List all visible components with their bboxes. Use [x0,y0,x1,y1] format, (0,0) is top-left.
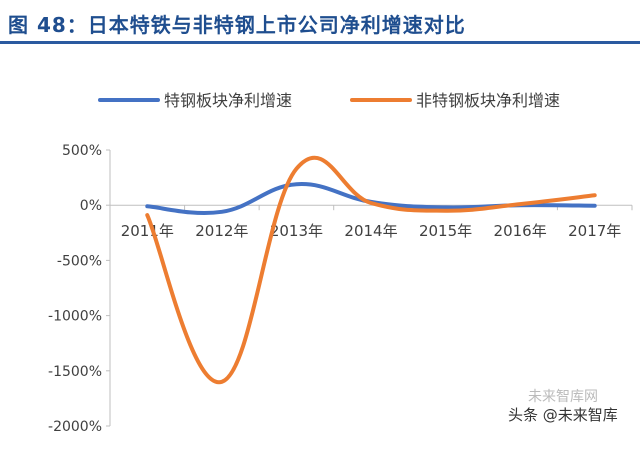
watermark-author: 头条 @未来智库 [508,406,618,424]
y-tick-label: 0% [80,198,102,214]
y-tick-label: -2000% [48,419,102,435]
x-tick-label: 2017年 [568,222,621,240]
legend-label-2: 非特钢板块净利增速 [416,91,560,110]
x-tick-label: 2012年 [195,222,248,240]
series-line-1 [145,182,597,216]
y-tick-label: 500% [62,143,102,159]
y-tick-label: -1500% [48,364,102,380]
x-tick-label: 2016年 [494,222,547,240]
x-tick-label: 2014年 [344,222,397,240]
page-title: 图 48：日本特铁与非特钢上市公司净利增速对比 [8,13,466,37]
series-line-2 [145,155,597,384]
watermark-site: 未来智库网 [528,389,598,405]
chart-legend: 特钢板块净利增速 非特钢板块净利增速 [98,91,560,110]
title-bar: 图 48：日本特铁与非特钢上市公司净利增速对比 [0,0,640,44]
chart-series [145,155,597,384]
x-tick-label: 2015年 [419,222,472,240]
y-axis: 500% 0% -500% -1000% -1500% -2000% [48,143,111,435]
x-tick-label: 2011年 [121,222,174,240]
x-tick-label: 2013年 [270,222,323,240]
y-tick-label: -500% [57,253,102,269]
line-chart: 特钢板块净利增速 非特钢板块净利增速 500% 0% -500% -1000% -1500… [48,91,633,435]
legend-label-1: 特钢板块净利增速 [164,91,292,110]
y-tick-label: -1000% [48,309,102,325]
